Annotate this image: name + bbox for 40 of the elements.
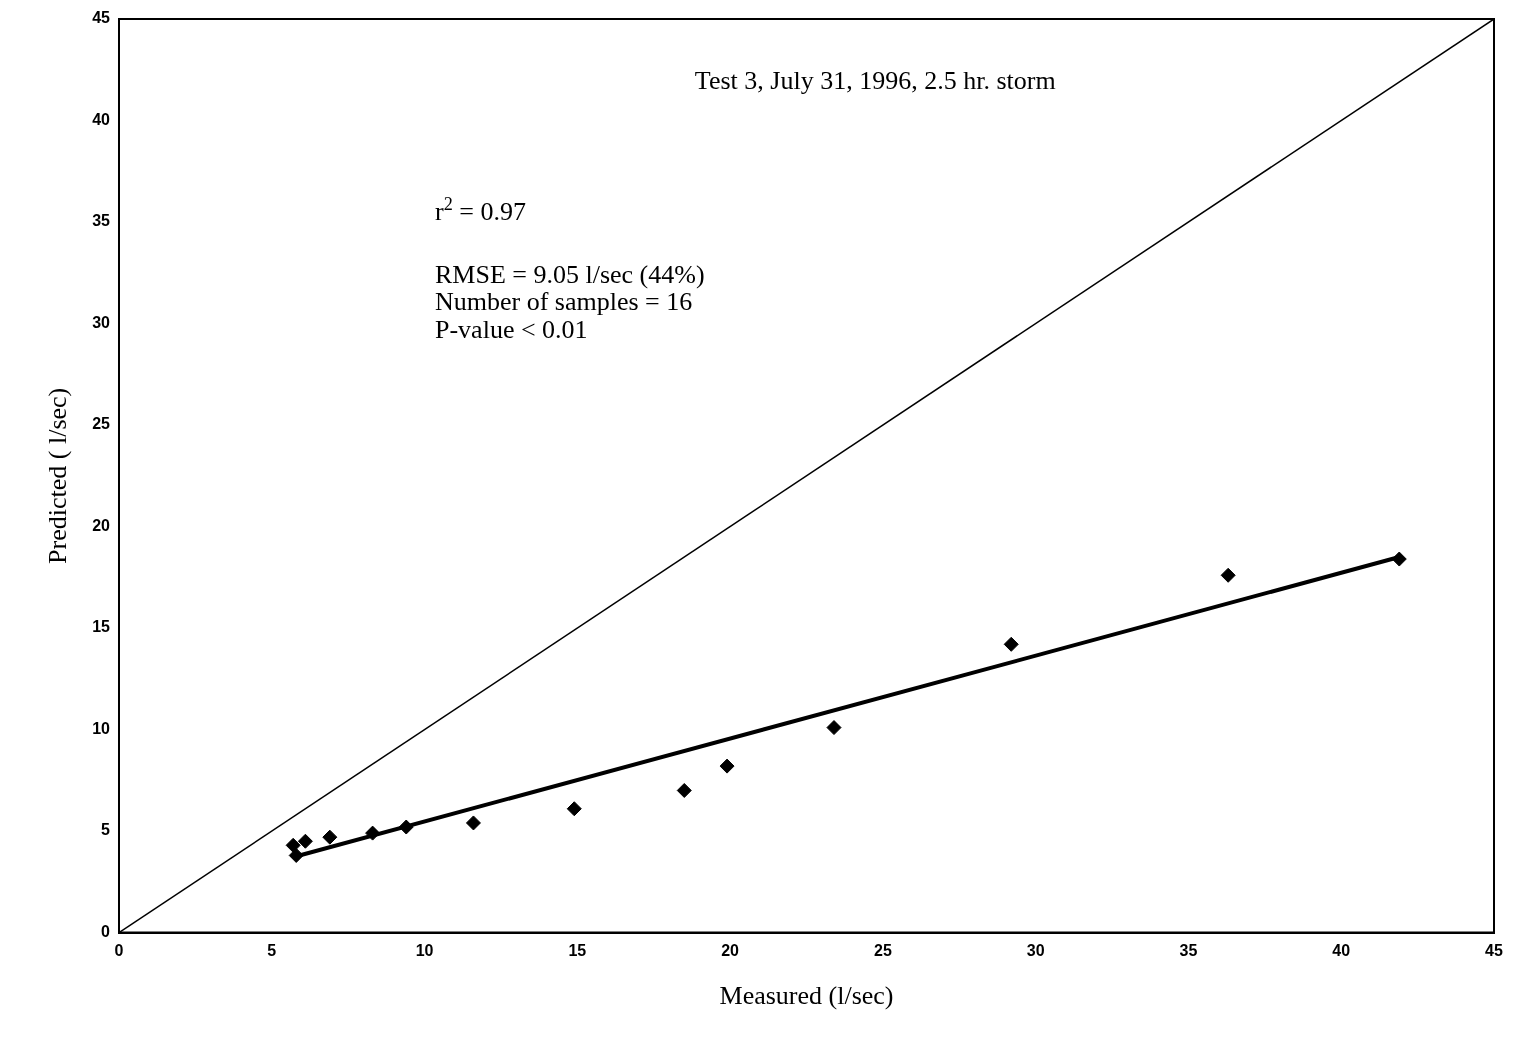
x-tick-label: 5: [267, 941, 277, 959]
y-tick-label: 30: [92, 313, 111, 331]
point: [365, 825, 381, 841]
y-axis-title: Predicted ( l/sec): [43, 387, 73, 564]
y-tick-label: 20: [92, 516, 111, 534]
x-tick-label: 25: [873, 941, 892, 959]
x-tick-label: 0: [114, 941, 124, 959]
x-tick-label: 10: [415, 941, 434, 959]
annotation: P-value < 0.01: [435, 315, 588, 344]
x-tick-label: 20: [721, 941, 740, 959]
x-tick-label: 45: [1485, 941, 1503, 959]
y-tick-label: 25: [92, 415, 111, 433]
point: [465, 815, 481, 831]
y-tick-label: 15: [92, 618, 111, 636]
y-tick-label: 35: [92, 212, 111, 230]
point: [297, 833, 313, 849]
point: [285, 837, 301, 853]
point: [1003, 636, 1019, 652]
y-tick-label: 0: [101, 923, 111, 941]
point: [676, 782, 692, 798]
x-axis-title: Measured (l/sec): [719, 981, 894, 1011]
point: [1220, 567, 1236, 583]
annotation: Number of samples = 16: [435, 287, 693, 316]
y-tick-label: 10: [92, 719, 111, 737]
point: [719, 758, 735, 774]
x-tick-label: 15: [568, 941, 587, 959]
point: [288, 847, 304, 863]
x-tick-label: 40: [1332, 941, 1351, 959]
point: [1391, 551, 1407, 567]
x-tick-label: 35: [1179, 941, 1198, 959]
y-tick-label: 5: [101, 821, 111, 839]
point: [398, 819, 414, 835]
point: [322, 829, 338, 845]
point: [566, 801, 582, 817]
y-tick-label: 45: [92, 9, 111, 27]
y-tick-label: 40: [92, 110, 111, 128]
point: [826, 720, 842, 736]
x-tick-label: 30: [1026, 941, 1045, 959]
text: Test 3, July 31, 1996, 2.5 hr. storm: [694, 66, 1056, 95]
annotation: RMSE = 9.05 l/sec (44%): [435, 260, 705, 289]
